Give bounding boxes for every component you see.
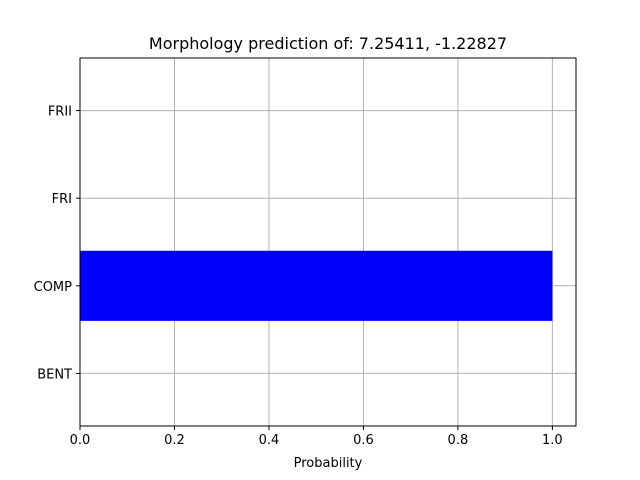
y-axis-ticks: BENT COMP FRI FRII: [34, 105, 80, 382]
x-axis-ticks: 0.0 0.2 0.4 0.6 0.8 1.0: [70, 426, 563, 448]
x-tick-label: 0.8: [448, 433, 469, 448]
grid: [79, 58, 576, 426]
x-tick-label: 0.6: [353, 433, 374, 448]
x-tick-label: 1.0: [542, 433, 563, 448]
y-tick-label-bent: BENT: [37, 367, 72, 382]
x-tick-label: 0.0: [70, 433, 91, 448]
bar-comp: [80, 250, 553, 321]
chart-title: Morphology prediction of: 7.25411, -1.22…: [149, 34, 507, 53]
bars: [80, 250, 553, 321]
y-tick-label-comp: COMP: [34, 280, 73, 295]
plot-frame: [79, 57, 577, 427]
x-axis-label: Probability: [294, 456, 363, 471]
y-tick-label-fri: FRI: [52, 192, 72, 207]
y-tick-label-frii: FRII: [48, 105, 72, 120]
x-tick-label: 0.2: [164, 433, 185, 448]
x-tick-label: 0.4: [259, 433, 280, 448]
